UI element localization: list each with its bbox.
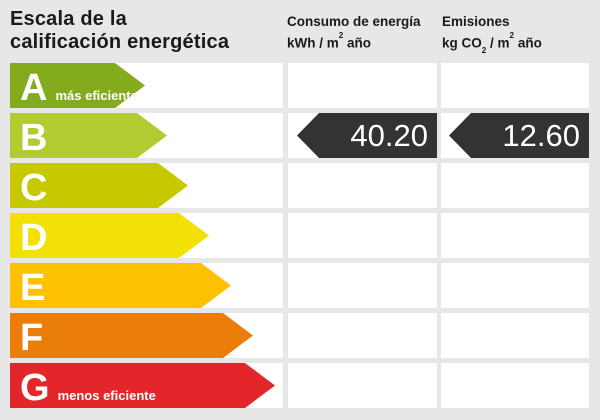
rating-row-b: B 40.20 12.60 <box>10 113 589 158</box>
rating-row-g: G menos eficiente <box>10 363 589 408</box>
rating-row-d: D <box>10 213 589 258</box>
rating-cell-e: E <box>10 263 283 308</box>
rating-cell-f: F <box>10 313 283 358</box>
rating-row-a: A más eficiente <box>10 63 589 108</box>
consumo-cell-d <box>288 213 437 258</box>
rating-cell-b: B <box>10 113 283 158</box>
emisiones-cell-d <box>441 213 589 258</box>
emisiones-header-unit: kg CO2 / m2 año <box>442 31 542 56</box>
rating-sublabel: más eficiente <box>55 88 138 103</box>
rating-cell-c: C <box>10 163 283 208</box>
rating-sublabel: menos eficiente <box>57 388 156 403</box>
rating-row-f: F <box>10 313 589 358</box>
consumo-value-arrow: 40.20 <box>297 113 437 158</box>
rating-arrow-a: A más eficiente <box>10 63 145 108</box>
emisiones-header-title: Emisiones <box>442 14 510 29</box>
rating-arrow-d: D <box>10 213 209 258</box>
consumo-cell-b: 40.20 <box>288 113 437 158</box>
page-title: Escala de la calificación energética <box>10 8 229 54</box>
emisiones-cell-a <box>441 63 589 108</box>
rating-grid: A más eficiente B 40.20 12.60 C <box>10 63 589 408</box>
consumo-cell-e <box>288 263 437 308</box>
consumo-cell-g <box>288 363 437 408</box>
consumo-column-header: Consumo de energía kWh / m2 año <box>287 13 421 53</box>
rating-letter: D <box>20 216 48 259</box>
rating-arrow-f: F <box>10 313 253 358</box>
rating-letter: G <box>20 366 50 409</box>
rating-arrow-c: C <box>10 163 188 208</box>
emisiones-cell-b: 12.60 <box>441 113 589 158</box>
rating-cell-g: G menos eficiente <box>10 363 283 408</box>
consumo-header-title: Consumo de energía <box>287 14 421 29</box>
consumo-header-unit: kWh / m2 año <box>287 31 372 51</box>
rating-row-c: C <box>10 163 589 208</box>
rating-letter: B <box>20 116 48 159</box>
rating-arrow-e: E <box>10 263 231 308</box>
page-title-line1: Escala de la <box>10 8 127 30</box>
rating-letter: E <box>20 266 46 309</box>
rating-arrow-g: G menos eficiente <box>10 363 275 408</box>
rating-letter: A <box>20 66 48 109</box>
emisiones-cell-g <box>441 363 589 408</box>
rating-row-e: E <box>10 263 589 308</box>
rating-cell-d: D <box>10 213 283 258</box>
rating-arrow-b: B <box>10 113 167 158</box>
emisiones-column-header: Emisiones kg CO2 / m2 año <box>442 13 542 58</box>
consumo-cell-a <box>288 63 437 108</box>
emisiones-cell-e <box>441 263 589 308</box>
consumo-cell-f <box>288 313 437 358</box>
emisiones-value-arrow: 12.60 <box>449 113 589 158</box>
emisiones-cell-f <box>441 313 589 358</box>
page-title-line2: calificación energética <box>10 31 230 53</box>
emisiones-cell-c <box>441 163 589 208</box>
rating-letter: C <box>20 166 48 209</box>
consumo-cell-c <box>288 163 437 208</box>
rating-cell-a: A más eficiente <box>10 63 283 108</box>
rating-letter: F <box>20 316 44 359</box>
